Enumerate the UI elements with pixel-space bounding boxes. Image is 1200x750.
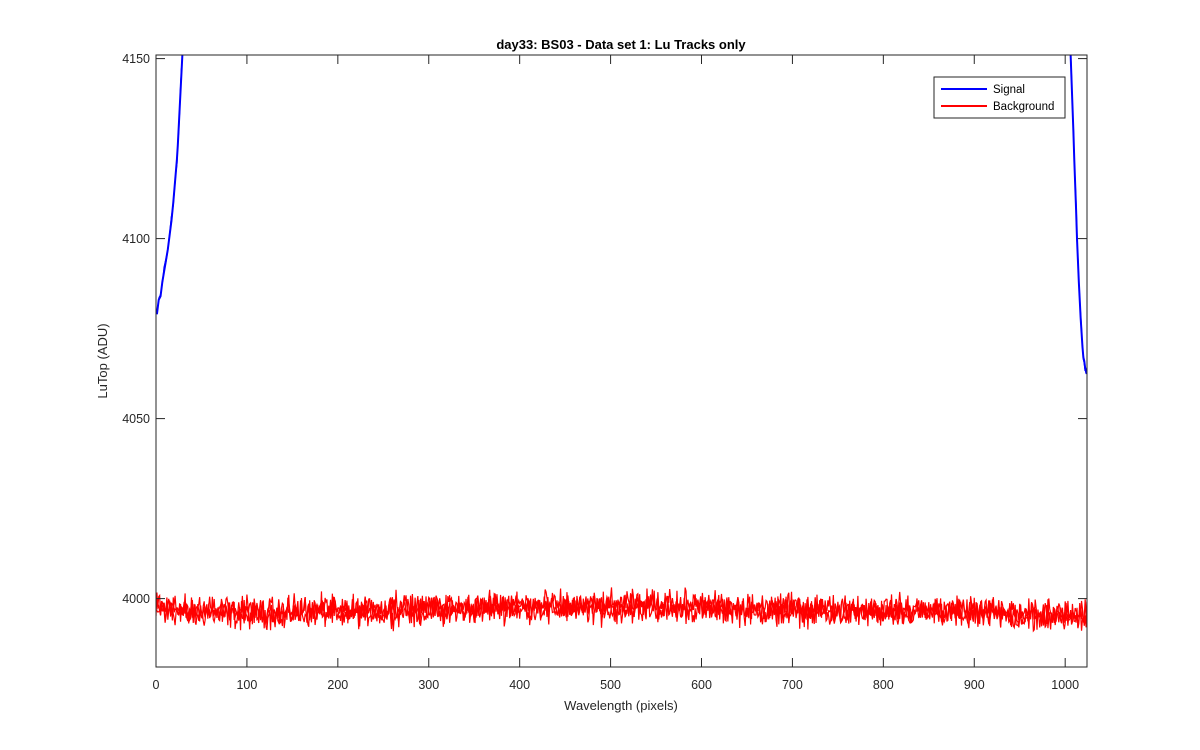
legend-label-signal: Signal <box>993 84 1025 96</box>
y-axis-label: LuTop (ADU) <box>95 323 110 398</box>
chart-title: day33: BS03 - Data set 1: Lu Tracks only <box>496 37 746 52</box>
x-tick-label: 100 <box>236 678 257 692</box>
x-tick-label: 200 <box>327 678 348 692</box>
x-tick-label: 400 <box>509 678 530 692</box>
x-tick-label: 900 <box>964 678 985 692</box>
legend-box <box>933 76 1066 119</box>
x-tick-label: 0 <box>153 678 160 692</box>
plot-frame <box>155 54 1088 668</box>
series-layer <box>156 55 1087 633</box>
y-tick-label: 4000 <box>122 592 150 606</box>
x-tick-label: 700 <box>782 678 803 692</box>
x-tick-label: 500 <box>600 678 621 692</box>
legend: Signal Background <box>933 76 1066 119</box>
y-tick-label: 4050 <box>122 412 150 426</box>
x-axis-label: Wavelength (pixels) <box>564 698 678 713</box>
x-tick-label: 800 <box>873 678 894 692</box>
plot-area <box>156 55 1087 667</box>
background-series-line <box>156 587 1087 630</box>
y-tick-label: 4100 <box>122 232 150 246</box>
signal-series-trace <box>156 56 183 313</box>
x-tick-label: 600 <box>691 678 712 692</box>
x-tick-label: 300 <box>418 678 439 692</box>
x-tick-label: 1000 <box>1051 678 1079 692</box>
ticks-layer: 0 100 200 300 400 500 600 700 800 900 1000 4000 4050… <box>122 52 1087 692</box>
signal-series-trace <box>1070 55 1087 375</box>
legend-label-background: Background <box>993 101 1054 113</box>
y-tick-label: 4150 <box>122 52 150 66</box>
